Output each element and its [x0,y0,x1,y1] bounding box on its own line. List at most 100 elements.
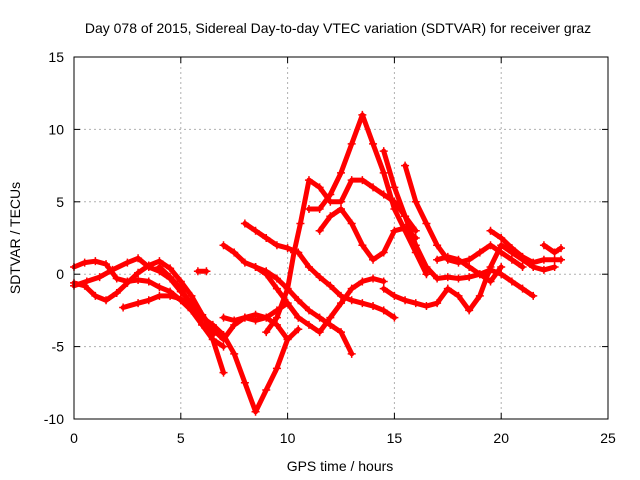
data-point [315,273,324,282]
data-point [497,262,506,271]
series-s8 [193,267,211,276]
data-point [102,260,111,269]
data-point [518,262,527,271]
data-point [315,328,324,337]
data-point [358,299,367,308]
data-point [347,296,356,305]
data-point [283,284,292,293]
data-point [166,291,175,300]
data-point [326,212,335,221]
data-point [108,265,117,274]
data-point [230,316,239,325]
data-point [176,277,185,286]
data-point [337,205,345,214]
data-point [379,284,388,293]
data-point [390,291,399,300]
series-s19 [486,226,566,267]
data-point [208,335,217,344]
data-point [550,262,559,271]
x-tick-label: 5 [177,430,185,446]
data-point [219,241,228,250]
data-point [230,349,239,358]
data-point [187,299,196,308]
data-point [240,378,249,387]
data-point [82,277,91,286]
data-point [304,262,313,271]
data-point [315,313,324,322]
data-point [134,299,143,308]
data-point [202,267,211,276]
chart-title: Day 078 of 2015, Sidereal Day-to-day VTE… [85,20,591,36]
data-point [369,274,378,283]
x-tick-label: 20 [493,430,509,446]
y-tick-label: -5 [52,339,65,355]
data-point [379,190,388,199]
data-point [347,139,356,148]
data-point [262,328,271,337]
data-point [326,281,335,290]
data-point [304,205,313,214]
data-point [454,291,463,300]
data-point [369,183,378,192]
data-point [422,262,431,271]
data-point [91,257,100,266]
data-point [529,262,538,271]
data-point [283,299,292,308]
series-s11 [251,262,388,337]
series-s2 [70,257,217,340]
data-point [507,244,516,253]
axis-ticks: 0 5 10 15 20 25 -10 -5 0 5 10 15 [44,49,616,446]
data-point [144,277,153,286]
data-point [166,273,175,282]
data-point [433,255,442,264]
data-point [219,313,228,322]
data-point [187,291,196,300]
data-point [219,368,228,377]
x-tick-label: 0 [70,430,78,446]
data-point [411,299,420,308]
data-point [262,386,271,395]
data-point [358,277,367,286]
data-point [518,252,527,261]
series-s4 [119,291,228,351]
data-point [134,275,143,284]
data-point [454,255,463,264]
data-point [347,176,356,185]
data-point [230,248,239,257]
data-point [304,306,313,315]
data-point [443,252,452,261]
data-point [347,284,356,293]
data-point [486,277,495,286]
data-point [411,197,420,206]
data-point [465,262,474,271]
data-point [290,248,299,257]
data-point [208,325,217,334]
data-point [369,139,378,148]
data-point [422,302,431,311]
data-point [401,296,410,305]
data-point [155,291,164,300]
data-point [475,248,484,257]
data-point [144,262,153,271]
data-point [390,205,399,214]
data-point [507,255,516,264]
data-point [240,258,249,267]
data-point [315,226,324,235]
data-point [176,294,185,303]
data-point [337,328,345,337]
plot-area [70,110,566,416]
data-point [497,241,506,250]
data-point [134,254,143,263]
data-point [262,313,271,322]
data-point [347,219,356,228]
data-point [272,241,281,250]
y-tick-label: -10 [44,411,64,427]
data-point [518,284,527,293]
data-point [539,255,548,264]
data-point [198,320,207,329]
data-point [379,306,388,315]
data-point [379,248,388,257]
data-point [294,296,303,305]
data-point [557,255,566,264]
data-point [347,349,356,358]
